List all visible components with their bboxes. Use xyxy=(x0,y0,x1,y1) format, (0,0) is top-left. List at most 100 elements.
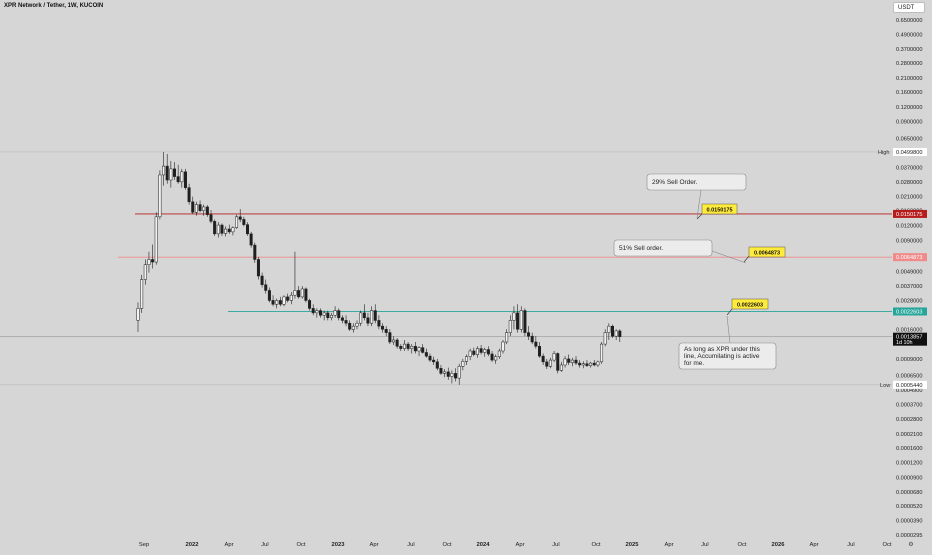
candle xyxy=(395,338,399,349)
accum-tag: 0.0022603 xyxy=(893,307,927,316)
candle-body xyxy=(483,349,487,353)
callout-accumulate[interactable]: As long as XPR under this line, Accumila… xyxy=(678,315,777,370)
time-tick-label: Apr xyxy=(515,542,524,548)
candle-body xyxy=(399,346,403,349)
candle xyxy=(202,204,206,216)
candle-body xyxy=(541,355,545,363)
candle-body xyxy=(585,363,589,366)
candle-body xyxy=(289,294,293,301)
candle xyxy=(362,304,366,321)
candle-body xyxy=(530,335,534,343)
price-label-accum: 0.0022603 xyxy=(726,298,769,316)
candle-body xyxy=(538,346,541,357)
callout-29-sell-order[interactable]: 29% Sell Order. xyxy=(646,173,747,219)
current-price-tag-countdown: 1d 10h xyxy=(896,340,913,346)
candle xyxy=(556,352,560,374)
time-tick-label: 2025 xyxy=(626,542,640,548)
high-tag: 0.0499800 xyxy=(893,147,927,156)
candle-body xyxy=(392,339,395,343)
candle xyxy=(424,348,428,358)
candle xyxy=(253,242,257,263)
candle-body xyxy=(165,165,169,181)
candle-body xyxy=(421,347,425,353)
candle-body xyxy=(516,312,520,330)
candle-body xyxy=(198,204,202,211)
candle xyxy=(494,354,498,364)
callout-51-sell-order[interactable]: 51% Sell order. xyxy=(613,239,747,264)
candle-body xyxy=(563,358,567,366)
price-label-51-text: 0.0064873 xyxy=(754,250,780,256)
candle-body xyxy=(297,290,301,298)
candle-body xyxy=(180,171,184,183)
candle xyxy=(574,356,578,365)
candle-body xyxy=(446,371,450,377)
candle-body xyxy=(253,244,257,260)
price-tick-label: 0.0370000 xyxy=(896,165,922,171)
price-axis[interactable]: 0.85000000.65000000.49000000.37000000.28… xyxy=(893,0,932,550)
candle xyxy=(337,308,341,321)
candle-body xyxy=(454,373,458,379)
candle-body xyxy=(468,350,472,357)
candle xyxy=(545,358,549,370)
candle-body xyxy=(169,168,173,181)
candle xyxy=(333,306,337,318)
candle xyxy=(527,326,531,340)
candle-body xyxy=(384,329,388,333)
candle-body xyxy=(410,346,414,349)
callout-51-text: 51% Sell order. xyxy=(619,245,663,252)
high-tag-value: 0.0499800 xyxy=(896,150,922,156)
candle-body xyxy=(235,216,239,228)
axis-settings-icon[interactable]: ⚙ xyxy=(908,541,913,548)
callout-accumulate-line-1: As long as XPR under this xyxy=(684,346,761,353)
price-tick-label: 0.0037000 xyxy=(896,284,922,290)
currency-button[interactable]: USDT xyxy=(893,2,925,13)
candle-body xyxy=(501,341,505,352)
candle-body xyxy=(479,348,483,353)
candle xyxy=(162,151,166,186)
candle xyxy=(457,363,461,385)
candle-body xyxy=(238,216,242,220)
candle-body xyxy=(231,227,235,233)
candle-body xyxy=(337,310,341,319)
time-tick-label: 2023 xyxy=(332,542,346,548)
price-tick-label: 0.0280000 xyxy=(896,180,922,186)
candle-body xyxy=(494,356,498,361)
candle-body xyxy=(162,165,166,176)
candle xyxy=(428,353,432,362)
candle-body xyxy=(359,312,363,324)
candle xyxy=(406,341,410,351)
candle xyxy=(519,306,523,333)
candle xyxy=(267,287,271,303)
sell-29-tag-bg xyxy=(893,209,927,218)
candle xyxy=(607,323,611,340)
price-label-29-box xyxy=(701,203,738,215)
candle-body xyxy=(194,204,198,213)
candle-body xyxy=(216,224,220,235)
price-label-51-box xyxy=(748,246,786,258)
candle xyxy=(479,344,483,355)
price-tick-label: 0.4900000 xyxy=(896,32,922,38)
price-tick-label: 0.0028000 xyxy=(896,298,922,304)
candle-body xyxy=(173,168,176,177)
callout-29-box xyxy=(646,173,747,191)
candle-body xyxy=(534,341,538,347)
candle-body xyxy=(227,228,231,233)
candle-body xyxy=(213,221,217,235)
candle-body xyxy=(344,320,348,324)
price-tick-label: 0.0006500 xyxy=(896,374,922,380)
candle xyxy=(289,291,293,305)
candle xyxy=(311,304,315,316)
candle xyxy=(326,310,330,321)
candle xyxy=(450,370,454,384)
candle-body xyxy=(472,350,476,355)
time-axis[interactable]: Sep 2022 Apr Jul Oct 2023 Apr Jul Oct 2024 Apr Jul O… xyxy=(139,541,914,548)
candle-body xyxy=(143,264,147,280)
candle-body xyxy=(581,363,585,366)
time-tick-label: 2026 xyxy=(772,542,786,548)
candle xyxy=(140,274,144,313)
price-tick-label: 0.0000390 xyxy=(896,519,922,525)
candle-body xyxy=(614,330,618,337)
price-tick-label: 0.0210000 xyxy=(896,195,922,201)
